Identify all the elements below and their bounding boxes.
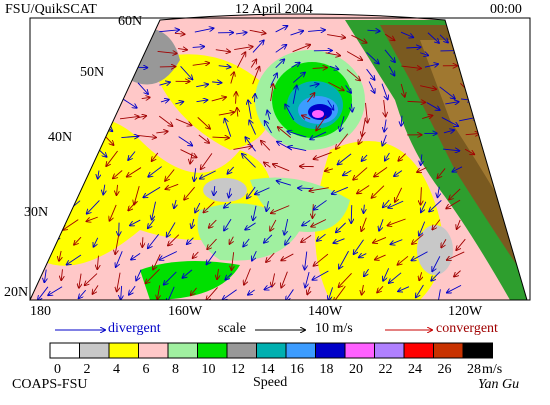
colorbar-swatch [345, 343, 375, 358]
footer-author: Yan Gu [478, 377, 519, 392]
colorbar-swatch [404, 343, 434, 358]
speed-patch [417, 225, 453, 275]
colorbar-unit: m/s [482, 362, 502, 377]
lon-label: 120W [448, 304, 483, 319]
lat-label: 50N [80, 65, 104, 80]
colorbar-swatch [316, 343, 346, 358]
colorbar-label: 10 [202, 362, 216, 377]
lat-label: 20N [4, 285, 28, 300]
legend-scale: scale [218, 321, 246, 336]
cyclone [312, 110, 324, 118]
colorbar-label: 6 [143, 362, 150, 377]
legend-divergent: divergent [108, 321, 161, 336]
colorbar-label: 12 [231, 362, 245, 377]
colorbar-label: 20 [349, 362, 363, 377]
colorbar-label: 24 [408, 362, 422, 377]
wind-arrow [142, 237, 143, 247]
colorbar-swatch [375, 343, 405, 358]
wind-arrow [236, 92, 237, 104]
lat-label: 60N [118, 14, 142, 29]
wind-arrow [298, 188, 312, 189]
colorbar-label: 4 [113, 362, 120, 377]
date: 12 April 2004 [235, 2, 313, 17]
colorbar-label: 22 [379, 362, 393, 377]
legend-convergent: convergent [436, 321, 498, 336]
colorbar-caption: Speed [253, 375, 287, 390]
colorbar-label: 2 [84, 362, 91, 377]
colorbar-swatch [109, 343, 139, 358]
colorbar-swatch [286, 343, 316, 358]
colorbar-swatch [227, 343, 257, 358]
footer-org: COAPS-FSU [12, 377, 87, 392]
title: FSU/QuikSCAT [5, 2, 97, 17]
colorbar-swatch [80, 343, 110, 358]
colorbar-swatch [139, 343, 169, 358]
lon-label: 140W [308, 304, 343, 319]
colorbar-swatch [434, 343, 464, 358]
lon-label: 180 [30, 304, 51, 319]
wind-arrow [351, 205, 352, 223]
colorbar-swatch [198, 343, 228, 358]
colorbar-label: 28 [467, 362, 481, 377]
speed-patch [203, 178, 247, 202]
colorbar-swatch [463, 343, 493, 358]
colorbar-label: 8 [172, 362, 179, 377]
colorbar-label: 0 [54, 362, 61, 377]
time: 00:00 [490, 2, 522, 17]
colorbar-swatch [50, 343, 80, 358]
colorbar-label: 16 [290, 362, 304, 377]
legend-scale-value: 10 m/s [315, 321, 353, 336]
colorbar-label: 26 [438, 362, 452, 377]
lon-label: 160W [168, 304, 203, 319]
colorbar-swatch [257, 343, 287, 358]
lat-label: 30N [24, 205, 48, 220]
lat-label: 40N [48, 130, 72, 145]
colorbar-swatch [168, 343, 198, 358]
colorbar-label: 18 [320, 362, 334, 377]
